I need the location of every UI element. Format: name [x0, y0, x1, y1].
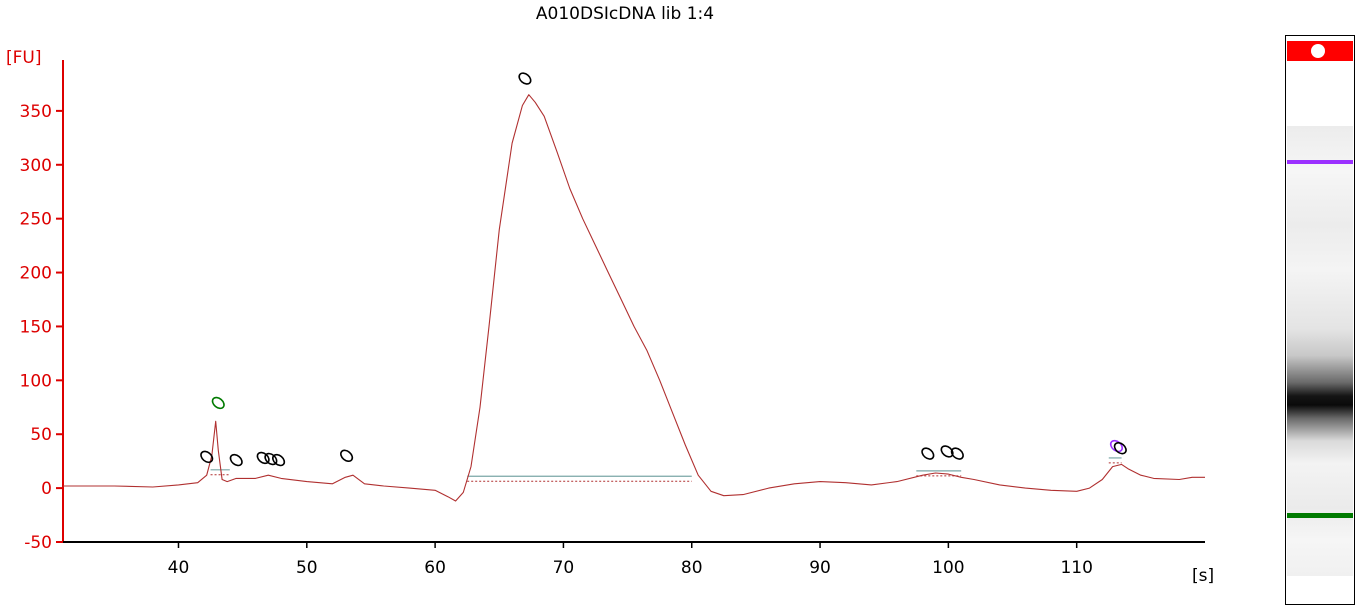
gel-upper-marker-band [1287, 160, 1353, 164]
trace-line [63, 94, 1205, 502]
peak-marker [272, 453, 286, 467]
peak-marker [200, 450, 214, 464]
peak-marker [950, 447, 964, 460]
chart-title: A010DSIcDNA lib 1:4 [535, 4, 715, 24]
y-tick-label: -50 [24, 533, 52, 553]
peak-marker [1113, 442, 1127, 455]
x-tick-label: 70 [553, 558, 575, 578]
x-tick-label: 60 [424, 558, 446, 578]
peak-markers [200, 72, 1127, 467]
y-tick-label: 150 [20, 317, 52, 337]
x-tick-label: 110 [1060, 558, 1092, 578]
x-tick-label: 90 [809, 558, 831, 578]
peak-marker [229, 453, 243, 467]
y-tick-label: 200 [20, 264, 52, 284]
gel-image [1285, 35, 1355, 605]
y-tick-label: 300 [20, 156, 52, 176]
x-tick-label: 80 [681, 558, 703, 578]
x-tick-label: 50 [296, 558, 318, 578]
x-axis: 40 50 60 70 80 90 100 110 [63, 541, 1205, 578]
gel-lower-marker-band [1287, 513, 1353, 518]
peak-marker [211, 396, 225, 410]
y-tick-label: 50 [30, 425, 52, 445]
x-tick-label: 40 [168, 558, 190, 578]
gel-well-icon [1311, 44, 1325, 58]
peak-marker [518, 72, 532, 85]
peak-marker [940, 445, 954, 458]
gel-top-band [1287, 41, 1353, 61]
y-tick-label: 350 [20, 102, 52, 122]
y-axis-label: [FU] [6, 48, 42, 68]
electropherogram-chart: -50 0 50 100 150 200 250 300 350 40 50 60 70 80 90 100… [6, 48, 1214, 586]
peak-marker [340, 449, 354, 462]
y-tick-label: 100 [20, 371, 52, 391]
gel-lane [1287, 126, 1353, 576]
series-group [63, 94, 1205, 502]
y-tick-label: 250 [20, 210, 52, 230]
x-tick-label: 100 [932, 558, 964, 578]
y-tick-label: 0 [41, 479, 52, 499]
y-axis: -50 0 50 100 150 200 250 300 350 [20, 60, 64, 553]
peak-marker [921, 447, 935, 460]
x-axis-label: [s] [1192, 566, 1214, 586]
